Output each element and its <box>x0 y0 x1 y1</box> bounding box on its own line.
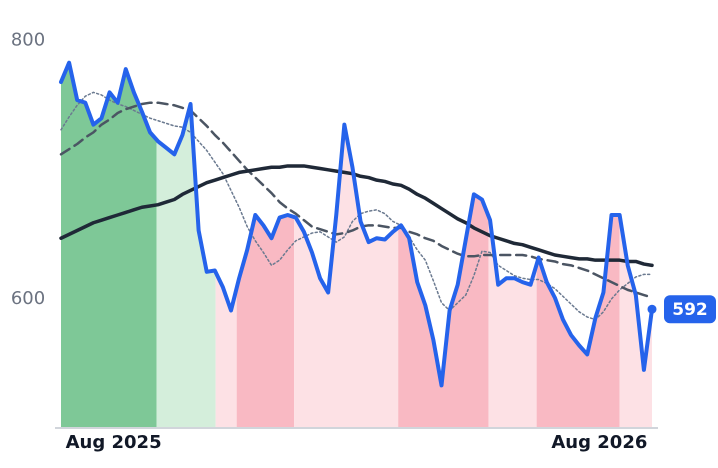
band-area <box>156 103 216 428</box>
x-tick-label: Aug 2026 <box>551 432 647 453</box>
y-tick-label: 600 <box>11 288 45 309</box>
band-area <box>488 216 537 428</box>
series-line <box>59 164 654 268</box>
last-value-label: 592 <box>672 300 708 320</box>
last-point <box>647 304 657 314</box>
band-area <box>236 215 295 428</box>
last-value-badge <box>664 295 716 324</box>
series-line <box>59 60 654 388</box>
y-tick-label: 800 <box>11 30 45 51</box>
series-line <box>60 91 653 321</box>
band-area <box>536 215 620 428</box>
band-area <box>61 62 157 428</box>
band-area <box>294 124 399 428</box>
band-area <box>398 194 489 428</box>
series-line <box>59 101 654 299</box>
x-tick-label: Aug 2025 <box>66 432 162 453</box>
